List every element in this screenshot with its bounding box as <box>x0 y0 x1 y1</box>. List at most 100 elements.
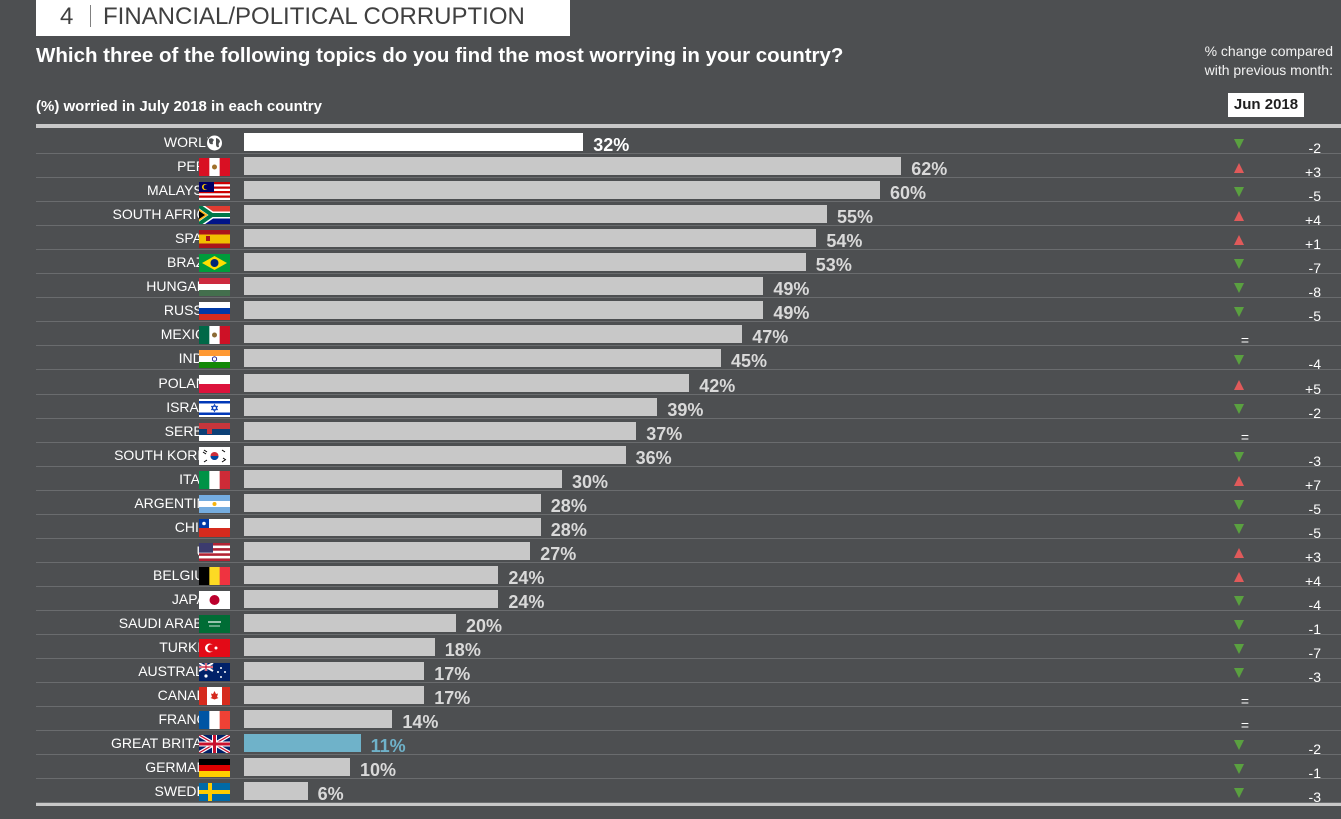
chart-row: JAPAN 24% -4 <box>36 587 1341 613</box>
peru-flag-icon <box>199 158 230 177</box>
bar <box>244 686 425 705</box>
row-divider <box>36 802 1341 804</box>
row-divider <box>36 513 1341 515</box>
value-label: 49% <box>773 279 810 300</box>
chart-bottom-rule <box>36 803 1341 806</box>
chart-row: SWEDEN 6% -3 <box>36 779 1341 806</box>
triangle-up-icon <box>1233 570 1245 582</box>
chart-row: SOUTH AFRICA 55% +4 <box>36 202 1341 229</box>
triangle-down-icon <box>1233 185 1245 198</box>
chart-row: CHILE 28% -5 <box>36 515 1341 541</box>
bar <box>244 565 499 584</box>
change-value: +3 <box>1305 164 1321 181</box>
change-caption-line1: % change compared <box>1204 43 1333 59</box>
chart-row: CANADA 17% = <box>36 683 1341 709</box>
change-caption-line2: with previous month: <box>1204 62 1333 78</box>
value-label: 30% <box>572 471 609 492</box>
triangle-down-icon <box>1233 642 1245 655</box>
row-divider <box>36 609 1341 611</box>
chart-row: GERMANY 10% -1 <box>36 755 1341 782</box>
bar <box>244 205 827 224</box>
row-divider <box>36 153 1341 154</box>
country-label: SAUDI ARABIA <box>118 615 216 631</box>
value-label: 45% <box>731 351 768 372</box>
chart-row: TURKEY 18% -7 <box>36 635 1341 661</box>
bar <box>244 349 721 368</box>
bar <box>244 710 393 729</box>
change-value: -3 <box>1308 669 1321 686</box>
country-label: MALAYSIA <box>147 182 216 199</box>
value-label: 14% <box>402 712 439 733</box>
belgium-flag-icon <box>199 566 230 585</box>
change-value: +3 <box>1305 548 1321 565</box>
triangle-down-icon <box>1233 402 1245 414</box>
change-value: -3 <box>1308 789 1321 806</box>
canada-flag-icon <box>199 687 230 706</box>
value-label: 17% <box>434 688 471 709</box>
row-divider <box>36 441 1341 443</box>
mexico-flag-icon <box>199 326 230 345</box>
bar <box>244 421 637 440</box>
value-label: 27% <box>540 543 577 564</box>
saudi-arabia-flag-icon <box>199 615 230 633</box>
change-value: +5 <box>1305 380 1321 397</box>
change-value: -1 <box>1308 765 1321 782</box>
change-value: -3 <box>1308 452 1321 469</box>
change-value: = <box>1240 717 1249 734</box>
change-value: -1 <box>1308 621 1321 637</box>
hungary-flag-icon <box>199 278 230 297</box>
value-label: 28% <box>550 495 587 516</box>
chart-row: GREAT BRITAIN 11% -2 <box>36 731 1341 758</box>
row-divider <box>36 369 1341 371</box>
triangle-up-icon <box>1233 474 1245 486</box>
france-flag-icon <box>199 711 230 730</box>
value-label: 24% <box>508 567 545 588</box>
value-label: 54% <box>826 231 863 252</box>
triangle-down-icon <box>1233 762 1245 775</box>
change-value: -8 <box>1308 284 1321 301</box>
section-divider <box>90 5 91 27</box>
row-divider <box>36 249 1341 251</box>
triangle-up-icon <box>1233 161 1245 174</box>
row-divider <box>36 201 1341 203</box>
poland-flag-icon <box>199 374 230 393</box>
malaysia-flag-icon <box>199 182 230 201</box>
chart-row: MEXICO 47% = <box>36 322 1341 349</box>
row-divider <box>36 297 1341 299</box>
comparison-period-badge: Jun 2018 <box>1228 93 1304 117</box>
serbia-flag-icon <box>199 422 230 441</box>
brazil-flag-icon <box>199 254 230 273</box>
row-divider <box>36 585 1341 587</box>
italy-flag-icon <box>199 470 230 489</box>
triangle-down-icon <box>1233 305 1245 318</box>
bar <box>244 253 806 272</box>
change-value: -2 <box>1308 741 1321 758</box>
change-value: = <box>1240 332 1249 349</box>
row-divider <box>36 706 1341 708</box>
change-value: +4 <box>1305 212 1321 229</box>
triangle-down-icon <box>1233 257 1245 270</box>
value-label: 36% <box>635 447 672 468</box>
bar <box>244 397 658 416</box>
sweden-flag-icon <box>199 783 230 802</box>
row-divider <box>36 177 1341 179</box>
value-label: 42% <box>699 375 736 396</box>
row-divider <box>36 537 1341 539</box>
bar <box>244 469 562 488</box>
change-value: +4 <box>1305 572 1321 589</box>
russia-flag-icon <box>199 302 230 321</box>
triangle-down-icon <box>1233 666 1245 679</box>
chart-row: SPAIN 54% +1 <box>36 226 1341 252</box>
row-divider <box>36 417 1341 419</box>
triangle-down-icon <box>1233 498 1245 510</box>
triangle-up-icon <box>1233 546 1245 558</box>
triangle-down-icon <box>1233 450 1245 462</box>
survey-question: Which three of the following topics do y… <box>36 44 844 67</box>
value-label: 11% <box>370 736 406 757</box>
value-label: 49% <box>773 303 810 324</box>
change-value: -5 <box>1308 188 1321 205</box>
triangle-down-icon <box>1233 281 1245 294</box>
value-label: 24% <box>508 591 545 612</box>
row-divider <box>36 321 1341 323</box>
